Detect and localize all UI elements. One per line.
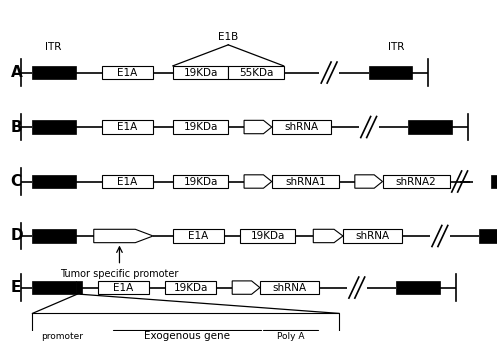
Polygon shape [244,175,272,188]
Text: E: E [10,280,21,295]
Text: promoter: promoter [42,332,84,341]
Text: 19KDa: 19KDa [184,177,218,187]
Bar [492,175,500,188]
Bar [102,120,153,134]
Text: E1B: E1B [218,32,238,42]
Text: shRNA: shRNA [356,231,390,241]
Text: Exogenous gene: Exogenous gene [144,331,230,341]
Bar [32,66,76,79]
Bar [368,66,412,79]
Bar [173,175,228,188]
Bar [228,66,283,79]
Bar [272,175,339,188]
Bar [76,281,82,294]
Text: 19KDa: 19KDa [174,283,208,293]
Text: 55KDa: 55KDa [238,68,273,78]
Text: ITR: ITR [45,43,62,52]
Text: Tumor specific promoter: Tumor specific promoter [60,270,178,280]
Text: A: A [10,65,22,80]
Bar [32,229,76,243]
Text: Poly A: Poly A [277,332,304,341]
Text: E1A: E1A [118,177,138,187]
Bar [98,281,149,294]
Text: shRNA1: shRNA1 [285,177,326,187]
Text: E1A: E1A [188,231,208,241]
Text: B: B [10,119,22,134]
Bar [165,281,216,294]
Bar [173,120,228,134]
Bar [32,175,76,188]
Text: E1A: E1A [118,122,138,132]
Polygon shape [36,332,111,341]
Polygon shape [314,229,343,243]
Text: 19KDa: 19KDa [184,122,218,132]
Bar [102,66,153,79]
Bar [480,229,500,243]
Bar [396,281,440,294]
Text: shRNA: shRNA [272,283,306,293]
Text: E1A: E1A [114,283,134,293]
Bar [263,330,318,343]
Text: ITR: ITR [388,43,404,52]
Polygon shape [244,120,272,134]
Bar [408,120,452,134]
Text: E1A: E1A [118,68,138,78]
Bar [343,229,402,243]
Polygon shape [355,175,382,188]
Bar [240,229,296,243]
Bar [32,120,76,134]
Bar [102,175,153,188]
Polygon shape [94,229,153,243]
Bar [32,281,76,294]
Bar [112,330,261,343]
Bar [173,229,225,243]
Text: D: D [10,228,24,244]
Bar [260,281,319,294]
Bar [32,314,339,343]
Bar [173,66,228,79]
Text: C: C [10,174,22,189]
Bar [382,175,450,188]
Bar [272,120,331,134]
Text: shRNA: shRNA [284,122,318,132]
Text: 19KDa: 19KDa [250,231,285,241]
Text: 19KDa: 19KDa [184,68,218,78]
Text: shRNA2: shRNA2 [396,177,436,187]
Polygon shape [232,281,260,294]
